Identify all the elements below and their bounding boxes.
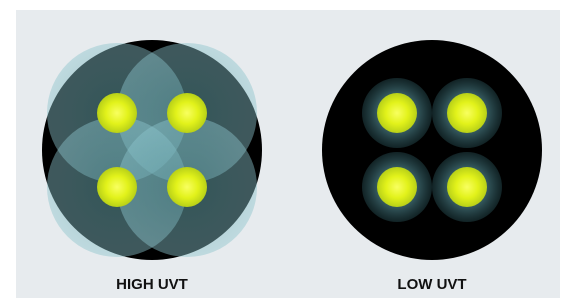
panel-label: HIGH UVT bbox=[116, 276, 188, 293]
lamp bbox=[97, 93, 137, 133]
panel-label: LOW UVT bbox=[397, 276, 466, 293]
diagram: HIGH UVT LOW UVT bbox=[0, 0, 576, 306]
page: HIGH UVT LOW UVT (() => { const data = J… bbox=[0, 0, 576, 306]
chamber bbox=[322, 40, 542, 260]
lamp bbox=[167, 93, 207, 133]
lamp bbox=[97, 167, 137, 207]
lamp bbox=[377, 167, 417, 207]
lamp bbox=[447, 167, 487, 207]
lamp bbox=[447, 93, 487, 133]
lamp bbox=[377, 93, 417, 133]
lamp bbox=[167, 167, 207, 207]
